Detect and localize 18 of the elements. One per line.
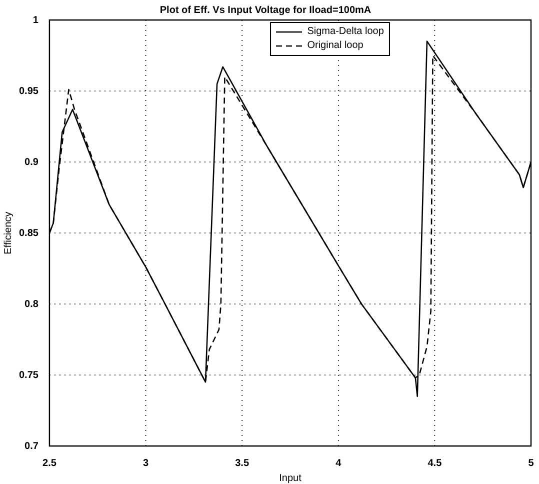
legend-label: Sigma-Delta loop: [307, 25, 384, 39]
legend-label: Original loop: [307, 39, 364, 53]
y-tick-label: 0.75: [18, 370, 39, 381]
y-axis-title: Efficiency: [2, 212, 14, 254]
y-tick-label: 0.9: [24, 156, 39, 168]
chart-title: Plot of Eff. Vs Input Voltage for Iload=100mA: [160, 4, 372, 16]
x-tick-label: 4: [336, 458, 342, 469]
x-tick-label: 2.5: [42, 458, 57, 469]
x-tick-label: 3: [142, 458, 149, 469]
y-tick-label: 0.7: [24, 440, 39, 452]
x-tick-label: 5: [528, 458, 534, 469]
y-tick-label: 0.85: [18, 228, 39, 239]
y-tick-label: 0.8: [24, 298, 39, 310]
x-tick-label: 3.5: [235, 458, 250, 469]
x-tick-label: 4.5: [428, 458, 442, 469]
x-axis-title: Input: [279, 472, 302, 484]
y-tick-label: 1: [32, 14, 39, 26]
y-tick-label: 0.95: [18, 86, 39, 97]
